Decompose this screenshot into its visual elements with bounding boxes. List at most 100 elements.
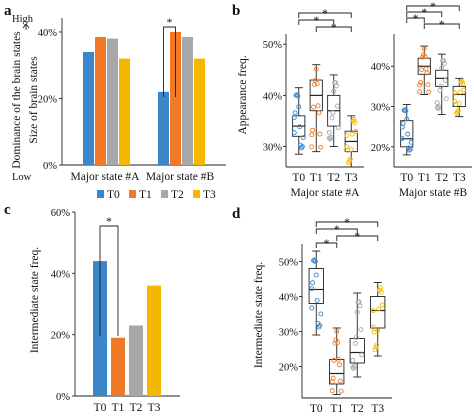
b1-point-T2 xyxy=(329,115,335,121)
d-point-T2 xyxy=(358,327,364,333)
b1-point-T1 xyxy=(310,127,316,133)
d-point-T3 xyxy=(372,347,378,353)
b1-point-T3 xyxy=(347,158,352,164)
c-x-tick-label: T2 xyxy=(130,402,143,414)
b1-sig-star-1: * xyxy=(313,15,319,27)
a-bar-T0-0 xyxy=(83,51,94,165)
b2-point-T3 xyxy=(456,101,462,106)
c-x-tick-label: T3 xyxy=(148,402,161,414)
d-point-T0 xyxy=(313,272,319,278)
b2-sig-star-3: * xyxy=(439,19,445,31)
c-bar-T3 xyxy=(147,285,161,396)
d-point-T2 xyxy=(353,334,359,340)
b2-point-T0 xyxy=(404,116,410,122)
b1-point-T1 xyxy=(309,144,315,150)
d-sig-star-2: * xyxy=(354,231,360,243)
b2-point-T1 xyxy=(426,89,432,95)
d-ylabel: Intermediate state freq. xyxy=(253,262,265,368)
b1-point-T0 xyxy=(294,92,300,98)
a-x-category: Major state #A xyxy=(71,171,141,183)
b1-x-tick-label: T0 xyxy=(292,172,305,184)
a-ylabel-low: Low xyxy=(12,172,32,183)
d-point-T1 xyxy=(337,378,343,384)
b2-point-T1 xyxy=(422,54,428,60)
legend-label-T1: T1 xyxy=(139,189,152,201)
b1-point-T2 xyxy=(326,135,332,141)
d-point-T0 xyxy=(309,305,315,311)
d-point-T2 xyxy=(356,299,362,305)
b2-point-T0 xyxy=(399,136,405,142)
b1-point-T0 xyxy=(291,130,297,136)
legend-swatch-T0 xyxy=(97,190,104,198)
b2-point-T1 xyxy=(419,67,424,73)
b2-point-T3 xyxy=(455,109,460,115)
a-bar-T1-0 xyxy=(95,36,106,165)
b1-point-T1 xyxy=(312,82,317,88)
b2-y-tick-label: 40% xyxy=(371,62,391,73)
b2-x-tick-label: T3 xyxy=(453,172,466,184)
d-y-tick-label: 20% xyxy=(279,363,299,374)
b1-point-T0 xyxy=(296,104,302,110)
d-sig-star-1: * xyxy=(334,224,340,236)
b2-point-T3 xyxy=(458,79,464,85)
d-point-T1 xyxy=(336,356,341,362)
a-sig-star: * xyxy=(167,17,173,29)
b2-point-T1 xyxy=(417,89,423,95)
d-point-T1 xyxy=(338,388,344,394)
c-bar-T2 xyxy=(129,325,143,396)
a-bar-T0-1 xyxy=(158,91,169,165)
d-sig-star-3: * xyxy=(324,238,330,250)
b1-point-T1 xyxy=(315,103,321,109)
panel-letter-a: a xyxy=(4,3,12,19)
d-point-T3 xyxy=(373,344,379,350)
b2-y-tick-label: 20% xyxy=(371,143,391,154)
b2-point-T0 xyxy=(405,131,411,137)
b2-sig-star-0: * xyxy=(430,1,436,13)
b1-point-T0 xyxy=(291,115,297,120)
c-y-tick-label: 40% xyxy=(51,269,71,280)
panel-letter-c: c xyxy=(4,202,11,218)
a-bar-T3-0 xyxy=(119,58,130,166)
d-point-T1 xyxy=(335,340,341,346)
a-x-category: Major state #B xyxy=(146,171,215,183)
b1-point-T1 xyxy=(313,66,319,72)
c-sig-star: * xyxy=(106,216,112,228)
b2-point-T1 xyxy=(420,54,425,60)
b2-sig-bracket-2 xyxy=(406,17,425,23)
b2-point-T1 xyxy=(421,46,427,52)
d-sig-bracket-0 xyxy=(315,221,379,227)
d-y-tick-label: 30% xyxy=(279,328,299,339)
c-bar-T1 xyxy=(111,337,125,396)
c-y-tick-label: 60% xyxy=(51,208,71,219)
d-y-tick-label: 40% xyxy=(279,293,299,304)
a-bar-T2-0 xyxy=(107,38,118,165)
b1-point-T1 xyxy=(311,104,316,110)
b2-y-tick-label: 30% xyxy=(371,103,391,114)
b-ylabel: Appearance freq. xyxy=(237,55,249,134)
a-y-tick-label: 0% xyxy=(43,161,57,172)
b2-point-T0 xyxy=(399,124,405,130)
b1-x-tick-label: T1 xyxy=(310,172,323,184)
d-point-T0 xyxy=(314,297,320,303)
b1-point-T3 xyxy=(350,118,356,124)
b1-sig-star-2: * xyxy=(331,22,337,34)
d-box-T3 xyxy=(370,296,386,329)
b2-point-T3 xyxy=(452,90,458,96)
c-x-tick-label: T0 xyxy=(94,402,107,414)
d-point-T2 xyxy=(350,357,356,363)
a-y-tick-label: 20% xyxy=(38,94,58,105)
d-x-tick-label: T0 xyxy=(310,403,323,415)
d-point-T2 xyxy=(359,352,365,358)
d-point-T0 xyxy=(312,257,317,263)
b2-x-tick-label: T0 xyxy=(400,172,413,184)
d-x-tick-label: T3 xyxy=(371,403,384,415)
legend-label-T3: T3 xyxy=(203,189,216,201)
legend-swatch-T1 xyxy=(129,190,136,198)
a-sig-bracket xyxy=(163,26,176,97)
b2-sig-bracket-1 xyxy=(406,11,443,17)
d-point-T1 xyxy=(329,388,335,394)
d-point-T3 xyxy=(370,308,376,314)
d-point-T0 xyxy=(315,321,321,326)
a-high-arrow xyxy=(22,23,30,30)
b1-xlabel: Major state #A xyxy=(291,187,361,199)
